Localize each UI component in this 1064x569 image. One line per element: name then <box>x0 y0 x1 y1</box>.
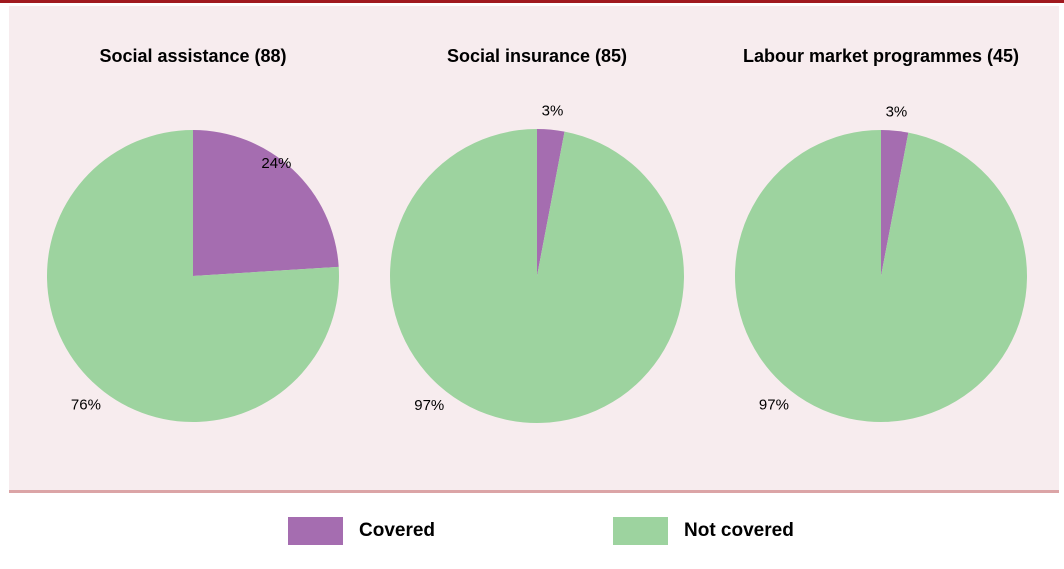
legend-swatch <box>288 517 343 545</box>
bottom-rule <box>9 490 1059 493</box>
pie-slice-label: 3% <box>542 103 564 120</box>
pie-svg: 24% 76% <box>46 130 340 422</box>
legend-swatch <box>613 517 668 545</box>
legend-item-not-covered: Not covered <box>613 517 794 545</box>
pie-slice-label: 97% <box>759 396 789 413</box>
pie-slice-label: 24% <box>261 155 291 172</box>
pie-svg: 3% 97% <box>735 104 1027 422</box>
legend-label: Covered <box>359 520 436 541</box>
pie-chart-social-assistance: Social assistance (88) 24% 76% <box>23 6 363 490</box>
pie-slice-not-covered <box>735 130 1027 422</box>
pie-svg: 3% 97% <box>390 103 684 423</box>
legend-item-covered: Covered <box>288 517 435 545</box>
pie-title: Labour market programmes (45) <box>742 46 1020 66</box>
top-rule <box>0 0 1064 3</box>
legend: Covered Not covered <box>0 517 1064 547</box>
pie-slice-label: 97% <box>414 397 444 414</box>
pie-title: Social assistance (88) <box>99 46 287 66</box>
pie-chart-social-insurance: Social insurance (85) 3% 97% <box>367 6 707 490</box>
pie-slice-not-covered <box>46 130 340 422</box>
pie-title: Social insurance (85) <box>446 46 628 66</box>
pie-slice-covered <box>193 130 339 276</box>
pie-slice-label: 76% <box>71 396 101 413</box>
chart-panel: Social assistance (88) 24% 76% Social ins… <box>9 6 1059 490</box>
pie-slice-covered <box>537 129 565 276</box>
pie-chart-labour-market-programmes: Labour market programmes (45) 3% 97% <box>711 6 1051 490</box>
pie-slice-label: 3% <box>886 104 908 121</box>
pie-slice-covered <box>881 130 909 276</box>
legend-label: Not covered <box>684 520 794 541</box>
pie-slice-not-covered <box>390 129 684 423</box>
